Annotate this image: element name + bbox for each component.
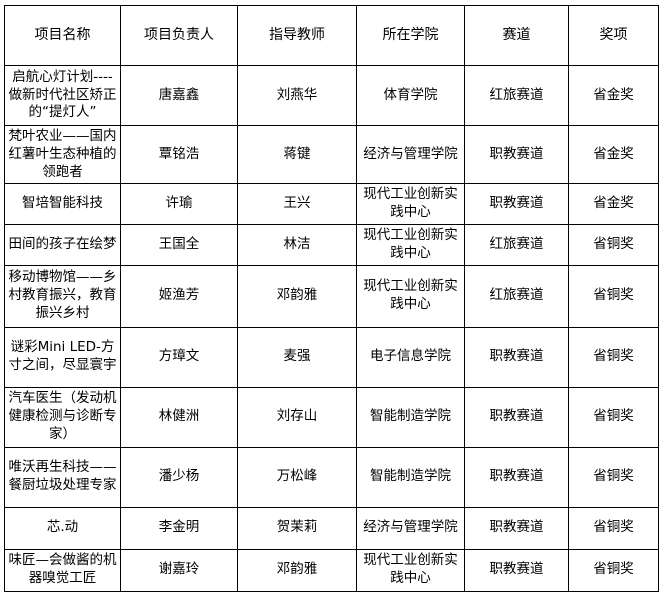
- cell-prize: 省金奖: [568, 124, 659, 185]
- cell-prize: 省铜奖: [568, 446, 659, 508]
- cell-prize: 省金奖: [568, 65, 659, 126]
- cell-track: 职教赛道: [464, 548, 569, 592]
- table-row: 梵叶农业——国内红薯叶生态种植的领跑者 覃铭浩 蒋键 经济与管理学院 职教赛道 省金奖: [4, 124, 659, 185]
- cell-name: 芯.动: [4, 506, 121, 550]
- cell-college: 智能制造学院: [356, 446, 465, 508]
- column-header-track: 赛道: [464, 5, 569, 66]
- cell-prize: 省铜奖: [568, 224, 659, 266]
- cell-college: 体育学院: [356, 65, 465, 126]
- cell-college: 智能制造学院: [356, 386, 465, 448]
- cell-college: 现代工业创新实践中心: [356, 264, 465, 328]
- cell-name: 智培智能科技: [4, 183, 121, 226]
- cell-prize: 省铜奖: [568, 326, 659, 388]
- cell-college: 电子信息学院: [356, 326, 465, 388]
- table-row: 味匠—会做酱的机器嗅觉工匠 谢嘉玲 邓韵雅 现代工业创新实践中心 职教赛道 省铜奖: [4, 548, 659, 592]
- cell-track: 职教赛道: [464, 386, 569, 448]
- cell-leader: 唐嘉鑫: [120, 65, 238, 126]
- cell-track: 红旅赛道: [464, 65, 569, 126]
- cell-name: 启航心灯计划----做新时代社区矫正的“提灯人”: [4, 65, 121, 126]
- cell-leader: 许瑜: [120, 183, 238, 226]
- table-row: 芯.动 李金明 贺茉莉 经济与管理学院 职教赛道 省铜奖: [4, 506, 659, 550]
- cell-name: 谜彩Mini LED-方寸之间，尽显寰宇: [4, 326, 121, 388]
- cell-teacher: 邓韵雅: [237, 264, 357, 328]
- cell-teacher: 贺茉莉: [237, 506, 357, 550]
- cell-college: 现代工业创新实践中心: [356, 548, 465, 592]
- cell-college: 经济与管理学院: [356, 124, 465, 185]
- table-row: 田间的孩子在绘梦 王国全 林洁 现代工业创新实践中心 红旅赛道 省铜奖: [4, 224, 659, 266]
- table-row: 移动博物馆——乡村教育振兴，教育振兴乡村 姬渔芳 邓韵雅 现代工业创新实践中心 红旅赛道…: [4, 264, 659, 328]
- cell-college: 经济与管理学院: [356, 506, 465, 550]
- table-row: 智培智能科技 许瑜 王兴 现代工业创新实践中心 职教赛道 省金奖: [4, 183, 659, 226]
- table-row: 唯沃再生科技——餐厨垃圾处理专家 潘少杨 万松峰 智能制造学院 职教赛道 省铜奖: [4, 446, 659, 508]
- cell-teacher: 王兴: [237, 183, 357, 226]
- cell-teacher: 邓韵雅: [237, 548, 357, 592]
- column-header-prize: 奖项: [568, 5, 659, 66]
- cell-track: 职教赛道: [464, 183, 569, 226]
- column-header-name: 项目名称: [4, 5, 121, 66]
- cell-leader: 谢嘉玲: [120, 548, 238, 592]
- table-row: 谜彩Mini LED-方寸之间，尽显寰宇 方璋文 麦强 电子信息学院 职教赛道 省铜奖: [4, 326, 659, 388]
- cell-leader: 王国全: [120, 224, 238, 266]
- cell-prize: 省铜奖: [568, 264, 659, 328]
- cell-teacher: 万松峰: [237, 446, 357, 508]
- cell-leader: 覃铭浩: [120, 124, 238, 185]
- cell-leader: 李金明: [120, 506, 238, 550]
- table-header: 项目名称 项目负责人 指导教师 所在学院 赛道 奖项: [4, 5, 659, 66]
- cell-teacher: 刘存山: [237, 386, 357, 448]
- cell-prize: 省铜奖: [568, 548, 659, 592]
- column-header-leader: 项目负责人: [120, 5, 238, 66]
- table-header-row: 项目名称 项目负责人 指导教师 所在学院 赛道 奖项: [4, 5, 659, 66]
- cell-leader: 姬渔芳: [120, 264, 238, 328]
- table-body: 启航心灯计划----做新时代社区矫正的“提灯人” 唐嘉鑫 刘燕华 体育学院 红旅赛道 省金…: [4, 65, 659, 592]
- column-header-teacher: 指导教师: [237, 5, 357, 66]
- cell-prize: 省铜奖: [568, 386, 659, 448]
- cell-track: 红旅赛道: [464, 224, 569, 266]
- cell-name: 味匠—会做酱的机器嗅觉工匠: [4, 548, 121, 592]
- table-row: 汽车医生（发动机健康检测与诊断专家） 林健洲 刘存山 智能制造学院 职教赛道 省铜奖: [4, 386, 659, 448]
- cell-leader: 林健洲: [120, 386, 238, 448]
- cell-track: 红旅赛道: [464, 264, 569, 328]
- award-table: 项目名称 项目负责人 指导教师 所在学院 赛道 奖项 启航心灯计划----做新时…: [4, 5, 659, 592]
- cell-prize: 省金奖: [568, 183, 659, 226]
- cell-name: 田间的孩子在绘梦: [4, 224, 121, 266]
- cell-name: 梵叶农业——国内红薯叶生态种植的领跑者: [4, 124, 121, 185]
- cell-track: 职教赛道: [464, 124, 569, 185]
- cell-name: 移动博物馆——乡村教育振兴，教育振兴乡村: [4, 264, 121, 328]
- cell-teacher: 刘燕华: [237, 65, 357, 126]
- cell-name: 汽车医生（发动机健康检测与诊断专家）: [4, 386, 121, 448]
- cell-leader: 方璋文: [120, 326, 238, 388]
- cell-track: 职教赛道: [464, 446, 569, 508]
- cell-teacher: 蒋键: [237, 124, 357, 185]
- column-header-college: 所在学院: [356, 5, 465, 66]
- cell-leader: 潘少杨: [120, 446, 238, 508]
- cell-teacher: 林洁: [237, 224, 357, 266]
- cell-track: 职教赛道: [464, 506, 569, 550]
- cell-prize: 省铜奖: [568, 506, 659, 550]
- table-row: 启航心灯计划----做新时代社区矫正的“提灯人” 唐嘉鑫 刘燕华 体育学院 红旅赛道 省金…: [4, 65, 659, 126]
- cell-track: 职教赛道: [464, 326, 569, 388]
- cell-college: 现代工业创新实践中心: [356, 224, 465, 266]
- cell-college: 现代工业创新实践中心: [356, 183, 465, 226]
- cell-teacher: 麦强: [237, 326, 357, 388]
- cell-name: 唯沃再生科技——餐厨垃圾处理专家: [4, 446, 121, 508]
